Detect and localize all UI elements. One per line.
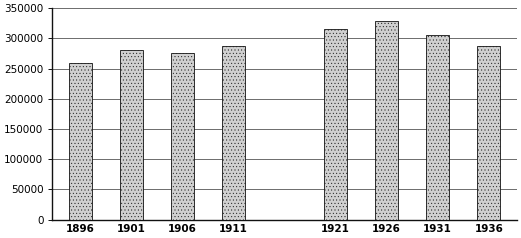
Bar (222, 46, 245, 220)
Bar (426, 35, 449, 220)
Bar (375, 21, 398, 220)
Bar (120, 50, 143, 220)
Bar (69, 63, 92, 220)
Bar (477, 46, 500, 220)
Bar (324, 29, 347, 220)
Bar (171, 54, 194, 220)
